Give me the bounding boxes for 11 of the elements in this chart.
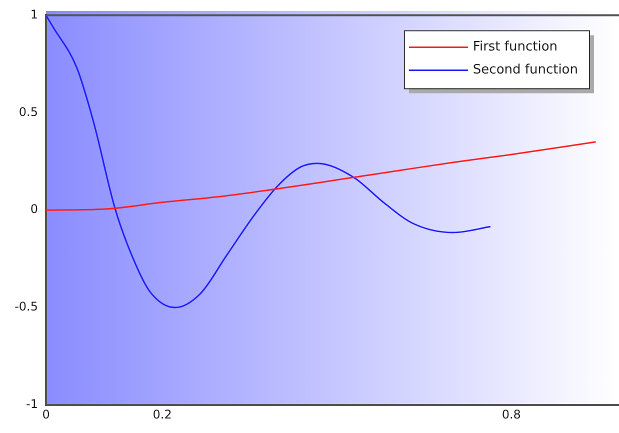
line-series: [46, 141, 596, 211]
x-tick-label: 0.2: [152, 407, 172, 422]
legend-label: Second function: [472, 62, 578, 78]
y-tick-label: 0.5: [18, 104, 38, 119]
y-tick-label: -0.5: [14, 300, 38, 314]
y-tick-label: -1: [26, 397, 38, 412]
y-tick-label: 1: [30, 7, 38, 22]
legend-label: First function: [472, 40, 558, 55]
y-tick-label: 0: [30, 202, 38, 216]
x-tick-label: 0.8: [502, 407, 521, 422]
x-tick-label: 0: [42, 407, 50, 422]
